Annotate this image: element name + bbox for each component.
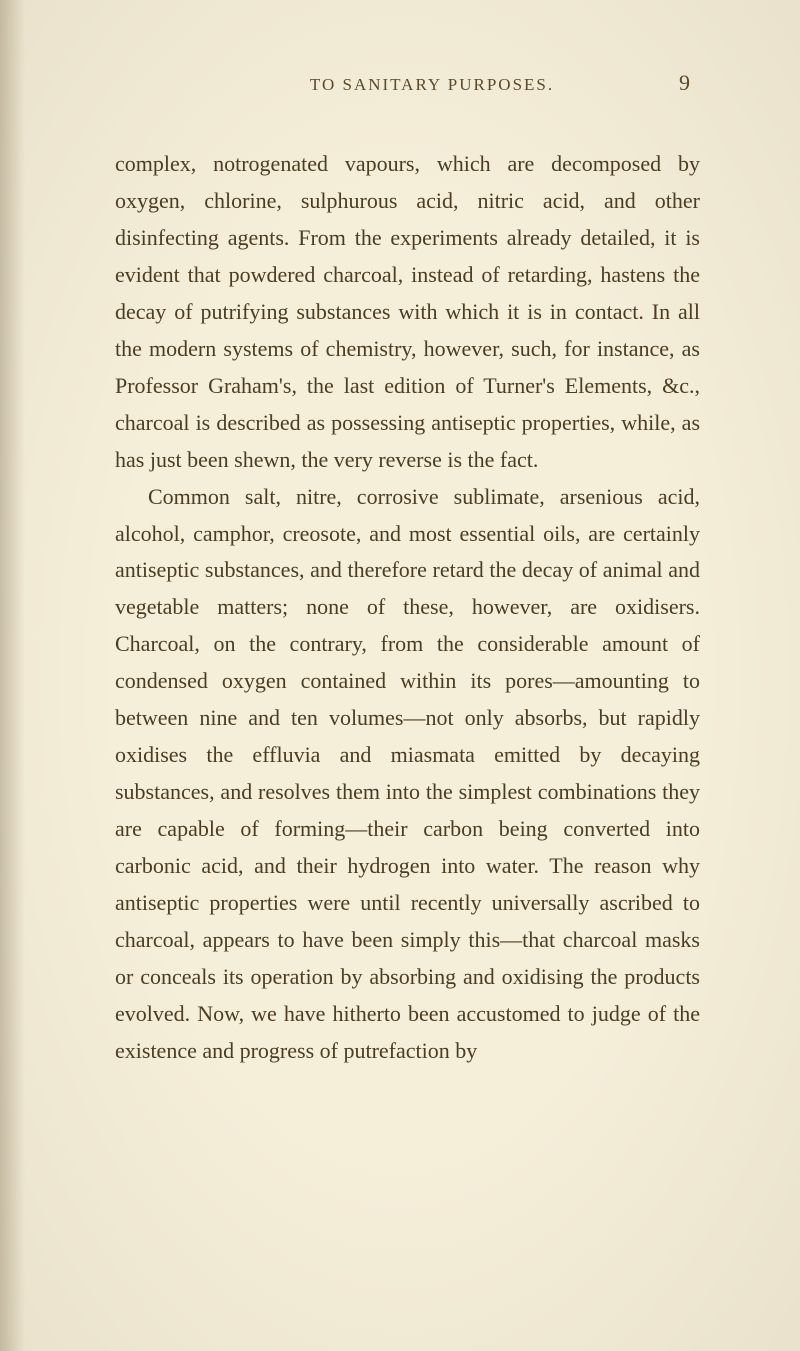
page-header: TO SANITARY PURPOSES. 9	[115, 70, 700, 96]
paragraph: complex, notrogenated vapours, which are…	[115, 146, 700, 479]
page-number: 9	[679, 70, 690, 96]
running-head: TO SANITARY PURPOSES.	[185, 75, 679, 95]
body-text: complex, notrogenated vapours, which are…	[115, 146, 700, 1070]
paragraph: Common salt, nitre, corrosive sublimate,…	[115, 479, 700, 1070]
page-container: TO SANITARY PURPOSES. 9 complex, notroge…	[0, 0, 800, 1351]
